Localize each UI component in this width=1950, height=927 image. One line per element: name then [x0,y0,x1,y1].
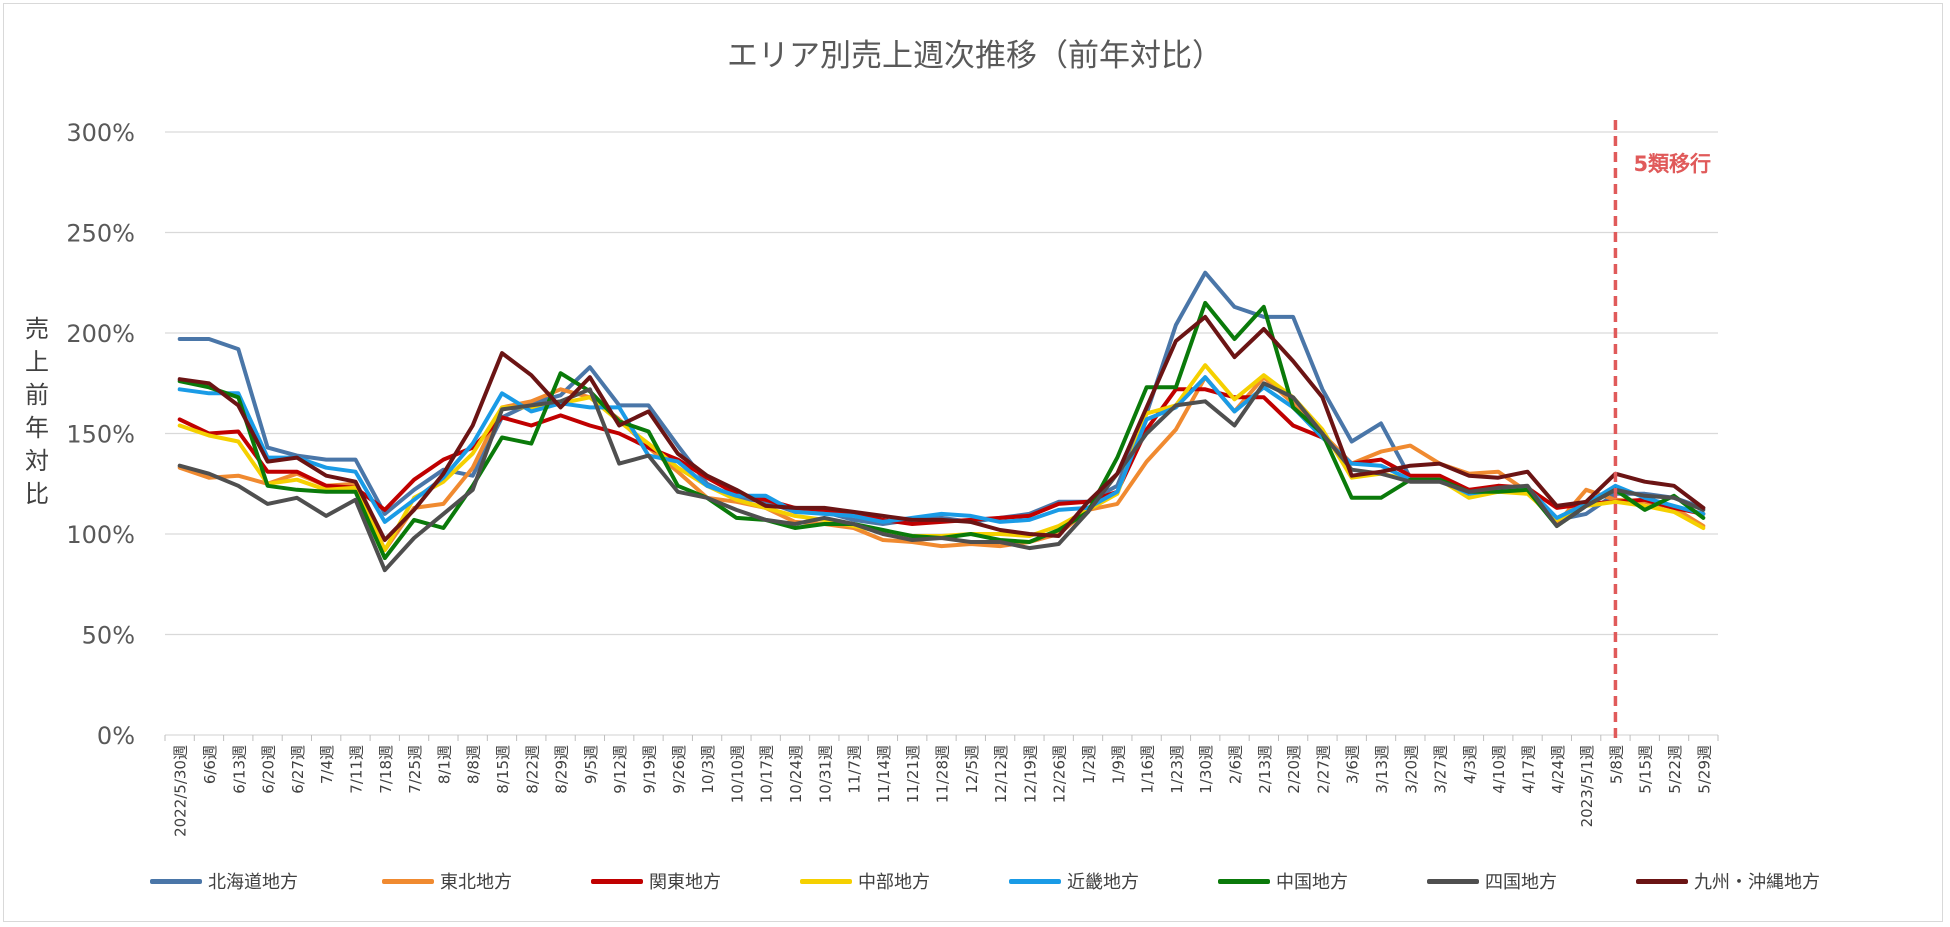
x-tick-label: 5/22週 [1666,745,1684,794]
x-tick-label: 8/15週 [494,745,512,794]
x-tick-label: 9/26週 [670,745,688,794]
x-tick-label: 10/31週 [816,745,834,803]
x-tick-label: 12/5週 [963,745,981,794]
y-tick-label: 50% [82,622,135,650]
legend: 北海道地方 東北地方 関東地方 中部地方 近畿地方 中国地方 四国地方 九州・沖縄地方 [150,868,1910,898]
legend-item: 近畿地方 [1009,868,1139,894]
legend-swatch [591,878,643,884]
series-line [177,375,1706,524]
x-tick-label: 8/8週 [465,745,483,784]
x-tick-label: 2023/5/1週 [1578,745,1596,827]
x-tick-label: 5/8週 [1607,745,1625,784]
x-tick-label: 11/21週 [904,745,922,803]
x-tick-label: 6/20週 [260,745,278,794]
legend-item: 中国地方 [1218,868,1348,894]
legend-swatch [800,878,852,884]
x-tick-label: 11/14週 [875,745,893,803]
x-tick-label: 11/7週 [846,745,864,794]
x-tick-label: 10/24週 [787,745,805,803]
legend-item: 四国地方 [1427,868,1557,894]
x-tick-label: 1/9週 [1109,745,1127,784]
y-axis-label: 売上前年対比 [25,315,49,508]
y-tick-label: 300% [66,119,135,147]
x-tick-label: 4/17週 [1520,745,1538,794]
x-tick-label: 8/22週 [523,745,541,794]
x-tick-label: 2/20週 [1285,745,1303,794]
legend-item: 東北地方 [382,868,512,894]
x-tick-label: 1/23週 [1168,745,1186,794]
x-tick-label: 12/12週 [992,745,1010,803]
legend-label: 近畿地方 [1067,872,1139,893]
legend-swatch [382,878,434,884]
legend-label: 関東地方 [649,872,721,893]
x-tick-label: 7/25週 [406,745,424,794]
legend-label: 北海道地方 [208,872,298,893]
x-tick-label: 2022/5/30週 [172,745,190,837]
x-tick-label: 7/11週 [347,745,365,794]
y-tick-label: 100% [66,521,135,549]
x-tick-label: 4/24週 [1549,745,1567,794]
x-tick-label: 10/17週 [758,745,776,803]
x-tick-label: 2/6週 [1227,745,1245,784]
x-tick-label: 2/13週 [1256,745,1274,794]
annotation-label: 5類移行 [1633,152,1711,176]
series-line [177,314,1706,542]
x-tick-label: 4/10週 [1490,745,1508,794]
x-tick-label: 3/13週 [1373,745,1391,794]
x-tick-label: 11/28週 [934,745,952,803]
x-tick-label: 3/6週 [1344,745,1362,784]
x-tick-label: 6/27週 [289,745,307,794]
y-tick-label: 0% [97,722,135,750]
x-tick-label: 12/19週 [1021,745,1039,803]
x-tick-label: 1/16週 [1139,745,1157,794]
x-tick-label: 9/5週 [582,745,600,784]
x-tick-label: 7/4週 [318,745,336,784]
legend-label: 中国地方 [1276,872,1348,893]
legend-swatch [1427,878,1479,884]
legend-label: 中部地方 [858,872,930,893]
series-line [177,375,1706,553]
legend-label: 九州・沖縄地方 [1694,872,1820,893]
legend-label: 東北地方 [440,872,512,893]
x-tick-label: 4/3週 [1461,745,1479,784]
x-tick-label: 5/29週 [1695,745,1713,794]
series-line [177,381,1706,573]
x-tick-label: 6/6週 [201,745,219,784]
legend-label: 四国地方 [1485,872,1557,893]
legend-item: 中部地方 [800,868,930,894]
x-tick-label: 6/13週 [230,745,248,794]
y-tick-label: 250% [66,220,135,248]
x-tick-label: 9/12週 [611,745,629,794]
y-tick-label: 150% [66,421,135,449]
x-tick-label: 3/27週 [1432,745,1450,794]
legend-swatch [1636,878,1688,884]
legend-item: 関東地方 [591,868,721,894]
x-tick-label: 8/29週 [553,745,571,794]
x-tick-label: 7/18週 [377,745,395,794]
legend-swatch [1009,878,1061,884]
x-tick-label: 2/27週 [1314,745,1332,794]
y-tick-label: 200% [66,320,135,348]
x-tick-label: 12/26週 [1051,745,1069,803]
chart-title: エリア別売上週次推移（前年対比） [727,38,1223,74]
chart-frame [3,3,1943,922]
legend-swatch [1218,878,1270,884]
x-tick-label: 1/30週 [1197,745,1215,794]
legend-item: 九州・沖縄地方 [1636,868,1820,894]
x-tick-label: 8/1週 [435,745,453,784]
x-tick-label: 10/3週 [699,745,717,794]
x-tick-label: 3/20週 [1402,745,1420,794]
legend-item: 北海道地方 [150,868,298,894]
x-tick-label: 5/15週 [1637,745,1655,794]
legend-swatch [150,878,202,884]
x-tick-label: 9/19週 [640,745,658,794]
x-tick-label: 1/2週 [1080,745,1098,784]
x-tick-label: 10/10週 [728,745,746,803]
